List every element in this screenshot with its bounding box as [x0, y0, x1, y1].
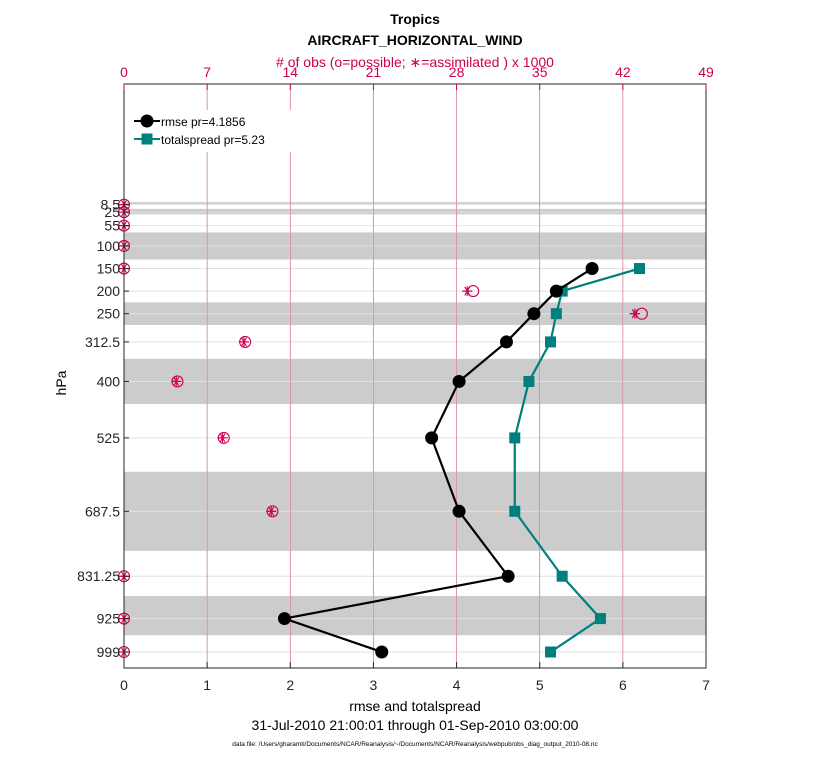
legend-box: [131, 110, 291, 152]
obs-assimilated-5: [462, 286, 473, 297]
y-tick-label-10: 687.5: [85, 503, 120, 519]
top-tick-label-2: 14: [282, 64, 298, 80]
y-tick-label-5: 200: [97, 283, 121, 299]
x-tick-label-6: 6: [619, 677, 627, 693]
y-axis-label: hPa: [53, 370, 69, 395]
obs-assimilated-9: [217, 432, 228, 443]
totalspread-point-2: [550, 308, 562, 320]
legend: rmse pr=4.1856 totalspread pr=5.23: [131, 110, 291, 152]
obs-assimilated-6: [629, 308, 640, 319]
x-tick-label-5: 5: [536, 677, 544, 693]
series-layer: [277, 262, 645, 659]
totalspread-point-4: [523, 375, 535, 387]
y-tick-label-6: 250: [97, 306, 121, 322]
rmse-point-8: [277, 612, 291, 626]
totalspread-point-7: [556, 570, 568, 582]
legend-spread-marker: [141, 133, 153, 145]
x-tick-label-4: 4: [453, 677, 461, 693]
x-tick-label-3: 3: [370, 677, 378, 693]
y-tick-label-3: 100: [97, 238, 121, 254]
top-tick-label-0: 0: [120, 64, 128, 80]
chart-title: Tropics: [390, 11, 440, 27]
rmse-point-2: [527, 307, 541, 321]
top-axis-label: # of obs (o=possible; ∗=assimilated ) x …: [276, 54, 554, 70]
rmse-point-3: [499, 335, 513, 349]
grey-bands: [124, 202, 706, 636]
date-range: 31-Jul-2010 21:00:01 through 01-Sep-2010…: [252, 717, 579, 733]
top-tick-label-4: 28: [449, 64, 465, 80]
rmse-point-7: [501, 569, 515, 583]
rmse-line: [280, 267, 593, 654]
y-tick-label-9: 525: [97, 430, 121, 446]
horizontal-gridlines: [124, 204, 706, 653]
x-tick-label-2: 2: [286, 677, 294, 693]
y-tick-label-7: 312.5: [85, 334, 120, 350]
data-file-note: data file: /Users/gharamti/Documents/NCA…: [232, 741, 598, 748]
totalspread-point-6: [509, 505, 521, 517]
top-tick-label-6: 42: [615, 64, 631, 80]
chart-subtitle: AIRCRAFT_HORIZONTAL_WIND: [307, 32, 522, 48]
y-tick-label-4: 150: [97, 261, 121, 277]
y-tick-label-13: 999: [97, 644, 121, 660]
rmse-point-6: [452, 504, 466, 518]
top-tick-label-3: 21: [366, 64, 382, 80]
obs-assimilated-10: [266, 506, 277, 517]
top-axis: 0 7 14 21 28 35 42 49: [120, 64, 714, 90]
rmse-point-9: [375, 645, 389, 659]
y-tick-label-11: 831.25: [77, 568, 120, 584]
grey-band-top: [124, 202, 706, 204]
totalspread-point-0: [633, 263, 645, 275]
legend-rmse-marker: [140, 114, 154, 128]
x-tick-label-1: 1: [203, 677, 211, 693]
top-axis-gridlines: [206, 84, 624, 668]
x-tick-label-0: 0: [120, 677, 128, 693]
y-tick-label-0: 8.5: [101, 197, 121, 213]
legend-rmse-label: rmse pr=4.1856: [161, 115, 246, 129]
obs-assimilated-7: [238, 336, 249, 347]
totalspread-point-8: [594, 613, 606, 625]
rmse-point-5: [425, 431, 439, 445]
rmse-point-4: [452, 374, 466, 388]
y-tick-label-8: 400: [97, 373, 121, 389]
rmse-point-1: [549, 284, 563, 298]
x-tick-label-7: 7: [702, 677, 710, 693]
x-axis-label: rmse and totalspread: [349, 698, 481, 714]
legend-spread-label: totalspread pr=5.23: [161, 133, 265, 147]
totalspread-point-9: [545, 646, 557, 658]
grey-band-5: [124, 595, 706, 636]
y-tick-label-12: 925: [97, 611, 121, 627]
y-tick-label-2: 55: [104, 218, 120, 234]
bottom-axis: 0 1 2 3 4 5 6 7: [120, 662, 710, 693]
totalspread-point-5: [509, 432, 521, 444]
top-tick-label-1: 7: [203, 64, 211, 80]
obs-assimilated-8: [171, 376, 182, 387]
top-tick-label-5: 35: [532, 64, 548, 80]
plot-frame: [123, 83, 707, 669]
rmse-point-0: [585, 262, 599, 276]
top-tick-label-7: 49: [698, 64, 714, 80]
totalspread-point-3: [545, 336, 557, 348]
totalspread-line: [513, 267, 640, 653]
y-tick-label-1: 25: [104, 204, 120, 220]
obs-count-markers: [117, 198, 648, 659]
